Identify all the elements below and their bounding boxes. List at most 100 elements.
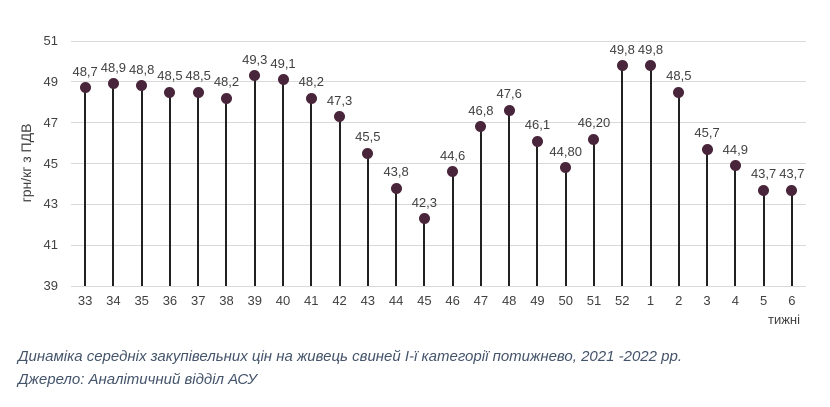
y-tick-label: 51 [43,33,58,48]
gridline [71,163,806,164]
x-tick-label: 4 [731,293,739,308]
caption-block: Динаміка середніх закупівельних цін на ж… [18,345,682,391]
lollipop-stem [451,171,454,286]
x-tick-label: 35 [134,293,149,308]
lollipop-marker [362,147,374,159]
x-tick-label: 40 [275,293,291,308]
lollipop-stem [423,218,426,286]
lollipop-stem [706,149,709,286]
lollipop-marker [475,121,487,133]
y-tick-label: 41 [43,237,58,253]
lollipop-stem [592,139,595,286]
lollipop-stem [479,126,482,286]
data-label: 48,9 [100,59,127,75]
x-tick-label: 1 [646,293,655,308]
gridline [71,81,806,83]
data-label: 48,8 [129,61,155,77]
y-tick-label: 39 [43,278,58,293]
x-tick-label: 47 [473,293,489,308]
lollipop-marker [249,70,261,82]
data-label: 47,3 [326,92,353,108]
lollipop-marker [701,143,713,155]
lollipop-stem [310,98,313,286]
gridline [71,122,806,124]
lollipop-marker [220,92,232,104]
lollipop-stem [253,75,256,286]
lollipop-marker [531,135,543,147]
x-tick-label: 5 [759,293,768,308]
lollipop-stem [649,65,652,286]
lollipop-marker [560,162,572,174]
lollipop-stem [762,190,765,286]
x-tick-label: 41 [304,293,319,308]
x-tick-label: 48 [501,293,517,308]
data-label: 43,7 [779,166,805,182]
x-tick-label: 42 [332,293,347,308]
lollipop-marker [758,184,770,196]
data-label: 48,2 [213,74,240,90]
data-label: 42,3 [411,194,438,210]
data-label: 48,5 [185,68,211,84]
x-tick-label: 34 [106,293,121,308]
lollipop-marker [107,78,119,90]
data-label: 45,7 [694,125,720,141]
data-label: 46,8 [468,102,494,118]
data-label: 49,1 [270,55,296,71]
data-label: 49,3 [242,51,268,67]
x-tick-label: 37 [190,293,206,308]
gridline [71,40,806,42]
data-label: 48,7 [72,63,98,79]
data-label: 49,8 [609,41,635,57]
lollipop-stem [197,92,200,286]
data-label: 46,20 [577,115,611,130]
lollipop-stem [790,190,793,286]
chart-source: Джерело: Аналітичний відділ АСУ [18,371,257,388]
data-label: 44,9 [722,141,748,157]
x-tick-label: 52 [615,293,630,308]
gridline [71,244,806,246]
x-axis-title: тижні [768,312,800,327]
lollipop-stem [564,167,567,286]
gridline [71,203,806,205]
lollipop-marker [616,60,628,71]
lollipop-stem [734,165,737,286]
y-tick-label: 45 [43,155,58,171]
data-label: 48,2 [298,74,324,90]
x-tick-label: 3 [703,293,711,308]
y-tick-label: 49 [43,73,58,89]
lollipop-marker [136,80,148,92]
lollipop-stem [112,83,115,286]
lollipop-marker [729,160,741,172]
data-label: 44,80 [549,143,582,159]
data-label: 49,8 [637,41,664,57]
lollipop-marker [334,111,346,123]
lollipop-stem [168,92,171,286]
lollipop-stem [395,188,398,286]
y-tick-label: 47 [43,114,58,130]
x-tick-label: 38 [219,293,234,308]
x-tick-label: 2 [675,293,683,308]
lollipop-stem [282,79,285,286]
data-label: 48,5 [666,68,692,84]
y-tick-label: 43 [43,196,58,212]
data-label: 47,6 [496,86,522,102]
lollipop-stem [84,87,87,286]
lollipop-marker [786,184,798,196]
lollipop-stem [338,116,341,286]
x-tick-label: 49 [530,293,545,308]
x-tick-label: 51 [586,293,602,308]
data-label: 43,7 [750,166,777,182]
lollipop-marker [390,182,402,194]
data-label: 45,5 [355,129,381,145]
lollipop-stem [225,98,228,286]
x-tick-label: 44 [388,293,404,308]
lollipop-marker [645,60,657,71]
lollipop-marker [79,82,91,94]
lollipop-stem [140,85,143,286]
lollipop-marker [418,213,430,225]
x-tick-label: 45 [417,293,432,308]
x-tick-label: 46 [445,293,460,308]
lollipop-marker [192,86,204,98]
lollipop-marker [305,92,317,104]
